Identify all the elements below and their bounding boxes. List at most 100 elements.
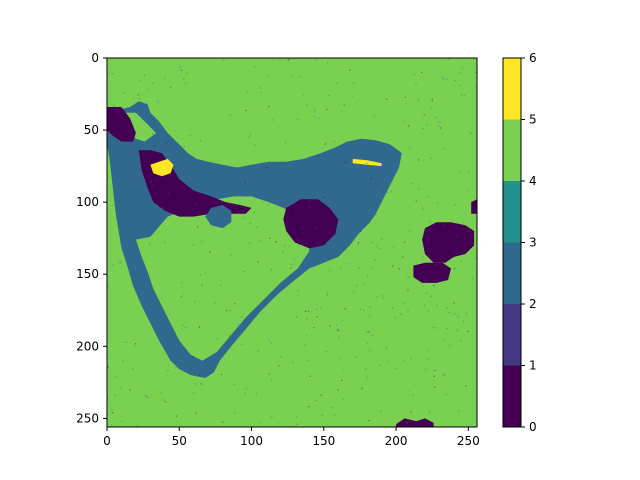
noise-pixel: [220, 373, 223, 376]
noise-pixel: [371, 267, 373, 269]
noise-pixel: [209, 251, 211, 253]
colorbar-band: [503, 304, 521, 366]
noise-pixel: [270, 269, 273, 271]
noise-pixel: [180, 147, 182, 149]
noise-pixel: [367, 275, 369, 277]
noise-pixel: [338, 336, 340, 339]
noise-pixel: [235, 204, 237, 207]
noise-pixel: [347, 207, 349, 209]
noise-pixel: [454, 267, 456, 269]
noise-pixel: [411, 182, 413, 184]
noise-pixel: [180, 282, 183, 284]
noise-pixel: [222, 421, 224, 423]
noise-pixel: [445, 393, 447, 395]
noise-pixel: [430, 106, 432, 109]
x-tick-label: 0: [103, 434, 111, 448]
noise-pixel: [297, 239, 299, 241]
noise-pixel: [110, 149, 113, 151]
noise-pixel: [433, 326, 435, 329]
noise-pixel: [456, 329, 458, 331]
noise-pixel: [109, 139, 111, 141]
noise-pixel: [415, 383, 417, 385]
noise-pixel: [337, 329, 340, 331]
noise-pixel: [111, 424, 113, 426]
noise-pixel: [147, 89, 149, 91]
noise-pixel: [421, 71, 423, 73]
noise-pixel: [380, 410, 382, 412]
colorbar-tick-label: 6: [529, 51, 537, 65]
noise-pixel: [268, 105, 270, 108]
noise-pixel: [422, 208, 424, 210]
noise-pixel: [404, 121, 406, 123]
noise-pixel: [375, 245, 378, 248]
noise-pixel: [258, 421, 261, 423]
noise-pixel: [458, 410, 460, 412]
heatmap-noise: [107, 58, 477, 427]
noise-pixel: [168, 193, 170, 195]
noise-pixel: [135, 425, 137, 427]
noise-pixel: [428, 411, 430, 413]
y-tick-label: 50: [84, 123, 99, 137]
noise-pixel: [182, 324, 184, 326]
noise-pixel: [315, 59, 318, 61]
noise-pixel: [454, 79, 457, 81]
noise-pixel: [321, 414, 323, 417]
noise-pixel: [259, 240, 261, 242]
noise-pixel: [475, 257, 477, 259]
noise-pixel: [465, 385, 467, 387]
noise-pixel: [392, 247, 394, 249]
noise-pixel: [460, 94, 463, 96]
noise-pixel: [183, 145, 185, 148]
noise-pixel: [370, 177, 372, 179]
noise-pixel: [434, 386, 436, 388]
noise-pixel: [139, 164, 141, 166]
noise-pixel: [181, 70, 183, 72]
noise-pixel: [305, 310, 307, 312]
noise-pixel: [467, 190, 469, 192]
noise-pixel: [282, 251, 284, 254]
noise-pixel: [165, 401, 167, 403]
noise-pixel: [442, 338, 445, 341]
noise-pixel: [195, 412, 197, 414]
noise-pixel: [356, 285, 358, 287]
noise-pixel: [291, 75, 293, 77]
noise-pixel: [440, 127, 442, 129]
noise-pixel: [192, 356, 194, 358]
noise-pixel: [109, 73, 111, 75]
noise-pixel: [426, 196, 428, 198]
noise-pixel: [412, 394, 414, 396]
noise-pixel: [230, 254, 232, 256]
noise-pixel: [147, 397, 149, 399]
noise-pixel: [410, 411, 412, 413]
heatmap-regions: [107, 101, 477, 427]
noise-pixel: [413, 73, 415, 75]
noise-pixel: [343, 104, 345, 106]
noise-pixel: [183, 293, 185, 295]
noise-pixel: [119, 388, 121, 390]
noise-pixel: [392, 307, 394, 309]
noise-pixel: [442, 77, 444, 79]
noise-pixel: [307, 360, 309, 362]
noise-pixel: [306, 104, 308, 106]
noise-pixel: [349, 148, 351, 150]
noise-pixel: [185, 82, 187, 84]
noise-pixel: [268, 373, 270, 375]
noise-pixel: [368, 315, 371, 317]
noise-pixel: [357, 241, 360, 244]
noise-pixel: [371, 334, 374, 336]
noise-pixel: [434, 369, 436, 372]
noise-pixel: [107, 366, 109, 368]
noise-pixel: [165, 330, 167, 332]
colorbar-tick-label: 0: [529, 420, 537, 434]
noise-pixel: [201, 284, 203, 286]
noise-pixel: [243, 174, 245, 176]
noise-pixel: [447, 58, 449, 60]
region-bright-spot: [150, 158, 174, 177]
noise-pixel: [429, 221, 431, 223]
noise-pixel: [415, 200, 417, 202]
noise-pixel: [199, 140, 201, 142]
y-tick-label: 100: [76, 195, 99, 209]
noise-pixel: [225, 309, 228, 311]
noise-pixel: [224, 165, 226, 167]
noise-pixel: [112, 412, 114, 414]
